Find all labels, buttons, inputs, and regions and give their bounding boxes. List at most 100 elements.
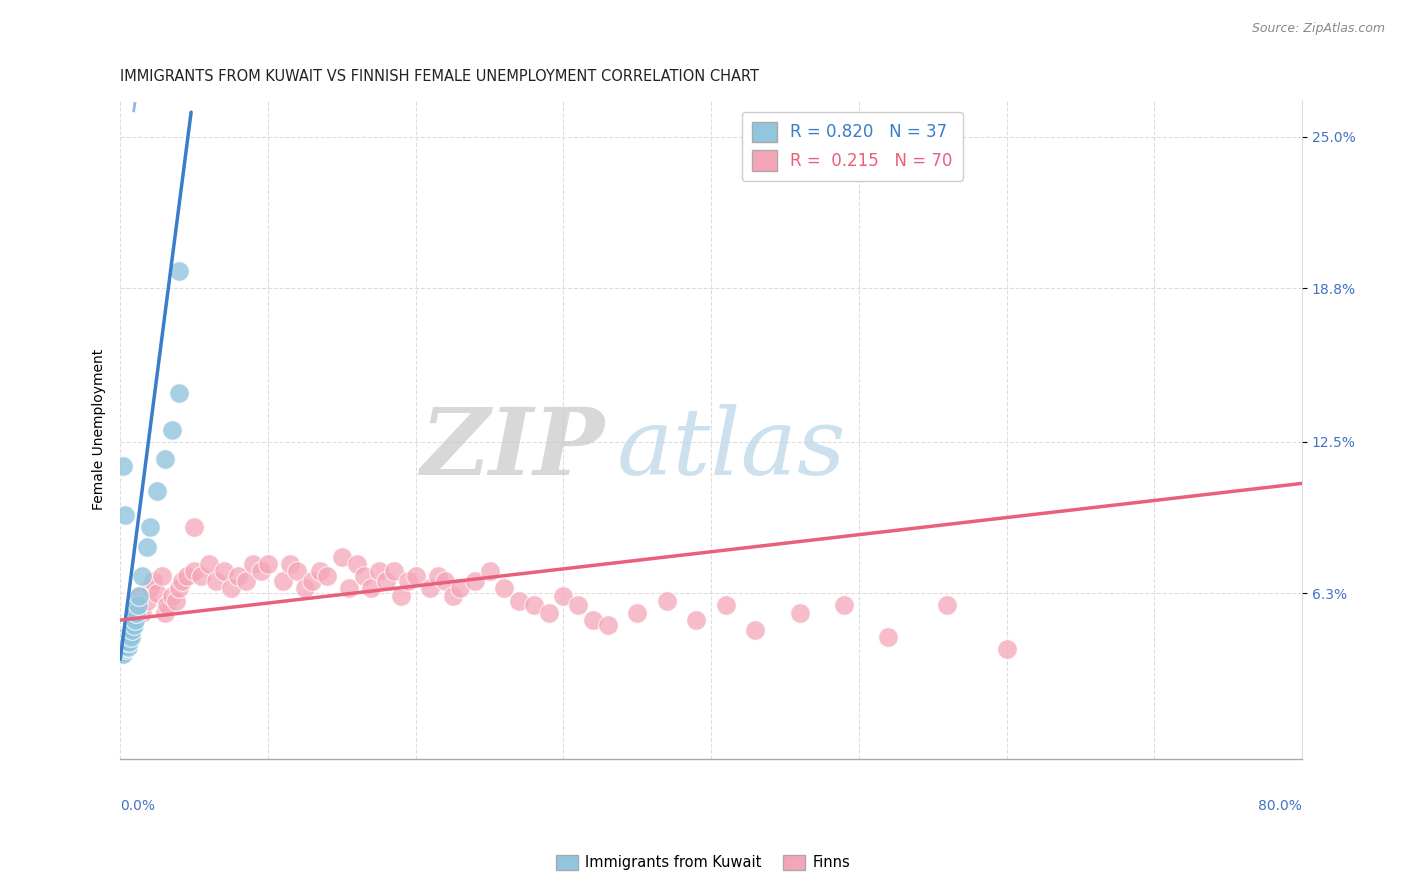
Point: [114, 508, 136, 523]
Point: [176, 569, 198, 583]
Point: [441, 589, 464, 603]
Point: [360, 582, 382, 596]
Point: [135, 540, 157, 554]
Point: [337, 582, 360, 596]
Point: [375, 574, 398, 588]
Point: [112, 645, 135, 659]
Point: [198, 557, 221, 571]
Point: [426, 569, 449, 583]
Point: [494, 582, 516, 596]
Point: [744, 623, 766, 637]
Point: [405, 569, 427, 583]
Point: [553, 589, 575, 603]
Point: [287, 564, 309, 578]
Point: [120, 628, 142, 642]
Point: [508, 593, 530, 607]
Text: ZIP: ZIP: [420, 404, 605, 494]
Point: [523, 599, 546, 613]
Text: atlas: atlas: [617, 404, 846, 494]
Y-axis label: Female Unemployment: Female Unemployment: [93, 349, 107, 510]
Point: [112, 648, 135, 662]
Point: [139, 520, 162, 534]
Point: [150, 569, 173, 583]
Point: [353, 569, 375, 583]
Point: [153, 606, 176, 620]
Point: [146, 483, 169, 498]
Point: [169, 582, 191, 596]
Point: [114, 638, 136, 652]
Point: [139, 582, 162, 596]
Point: [112, 635, 135, 649]
Point: [832, 599, 855, 613]
Point: [115, 638, 138, 652]
Point: [464, 574, 486, 588]
Point: [114, 630, 136, 644]
Point: [382, 564, 405, 578]
Point: [111, 638, 134, 652]
Point: [146, 586, 169, 600]
Point: [117, 640, 139, 654]
Point: [396, 574, 419, 588]
Point: [122, 618, 145, 632]
Point: [169, 264, 191, 278]
Point: [626, 606, 648, 620]
Point: [183, 520, 205, 534]
Point: [567, 599, 589, 613]
Point: [114, 640, 136, 654]
Point: [367, 564, 389, 578]
Point: [112, 640, 135, 654]
Point: [228, 569, 250, 583]
Point: [685, 613, 707, 627]
Point: [330, 549, 353, 564]
Point: [596, 618, 619, 632]
Point: [449, 582, 471, 596]
Point: [125, 606, 148, 620]
Point: [205, 574, 228, 588]
Point: [135, 593, 157, 607]
Point: [121, 623, 143, 637]
Point: [789, 606, 811, 620]
Text: 0.0%: 0.0%: [121, 799, 155, 813]
Point: [249, 564, 271, 578]
Point: [242, 557, 264, 571]
Point: [118, 630, 141, 644]
Point: [120, 630, 142, 644]
Point: [235, 574, 257, 588]
Point: [117, 635, 139, 649]
Point: [165, 593, 187, 607]
Point: [115, 632, 138, 647]
Point: [112, 632, 135, 647]
Point: [128, 589, 150, 603]
Point: [131, 606, 153, 620]
Point: [127, 589, 149, 603]
Text: 80.0%: 80.0%: [1258, 799, 1302, 813]
Point: [995, 642, 1018, 657]
Point: [419, 582, 441, 596]
Point: [714, 599, 737, 613]
Point: [308, 564, 330, 578]
Point: [582, 613, 605, 627]
Point: [346, 557, 368, 571]
Point: [172, 574, 194, 588]
Point: [537, 606, 560, 620]
Point: [124, 613, 146, 627]
Point: [127, 599, 149, 613]
Point: [257, 557, 280, 571]
Point: [316, 569, 339, 583]
Point: [183, 564, 205, 578]
Point: [478, 564, 501, 578]
Point: [142, 574, 165, 588]
Point: [111, 642, 134, 657]
Point: [118, 635, 141, 649]
Legend: Immigrants from Kuwait, Finns: Immigrants from Kuwait, Finns: [550, 848, 856, 876]
Point: [294, 582, 316, 596]
Point: [115, 635, 138, 649]
Text: Source: ZipAtlas.com: Source: ZipAtlas.com: [1251, 22, 1385, 36]
Point: [271, 574, 294, 588]
Point: [160, 589, 183, 603]
Point: [111, 648, 134, 662]
Point: [434, 574, 457, 588]
Point: [219, 582, 242, 596]
Point: [655, 593, 678, 607]
Point: [112, 459, 135, 474]
